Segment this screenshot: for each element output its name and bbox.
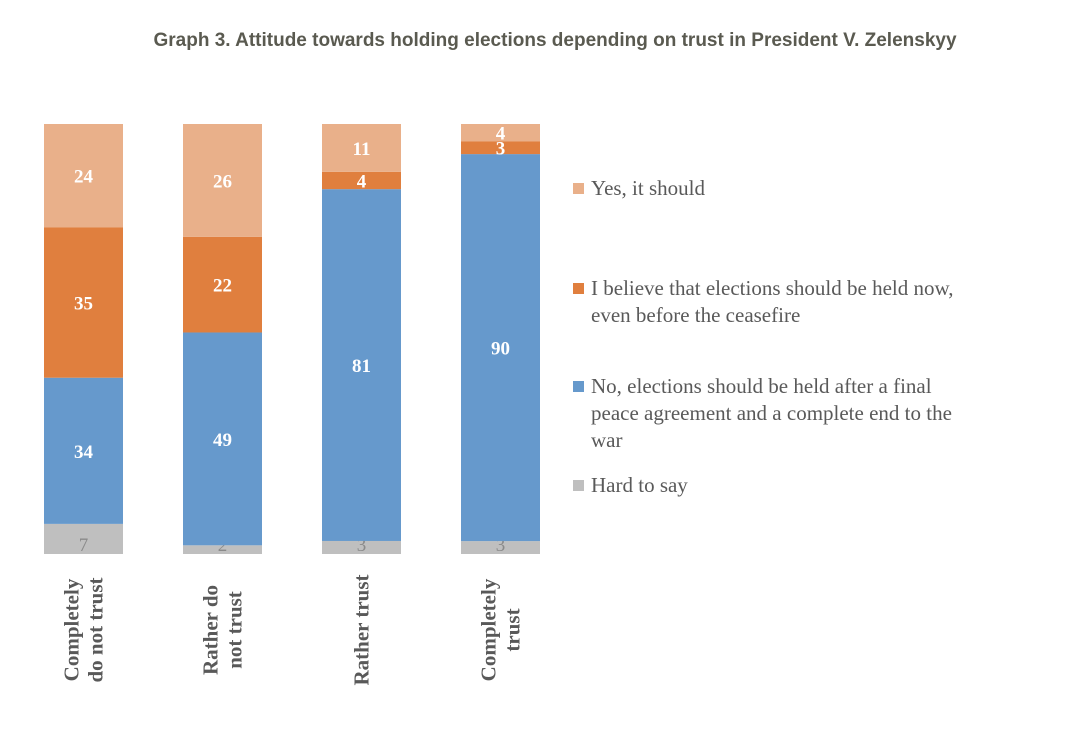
data-label-now-before-ceasefire: 3 — [496, 139, 506, 160]
data-label-now-before-ceasefire: 4 — [357, 171, 367, 192]
bar-segment-after-peace — [44, 377, 123, 524]
legend-label-hard: Hard to say — [591, 473, 688, 497]
legend-swatch-now — [573, 283, 584, 294]
bar-segment-now-before-ceasefire — [461, 141, 540, 155]
category-label-line: Completely — [477, 578, 501, 681]
legend-item-now: I believe that elections should be held … — [573, 275, 1061, 329]
legend-label-yes: Yes, it should — [591, 176, 705, 200]
legend-label-now-line2: even before the ceasefire — [591, 303, 801, 327]
legend-swatch-no — [573, 381, 584, 392]
legend-item-hard: Hard to say — [573, 472, 1061, 499]
data-label-after-peace: 34 — [74, 442, 94, 463]
legend-label-no-line3: war — [591, 428, 623, 452]
bar-segment-now-before-ceasefire — [44, 227, 123, 378]
bar-group-2: 3 81 4 11 — [322, 124, 401, 556]
legend-swatch-yes — [573, 183, 584, 194]
data-label-yes: 26 — [213, 171, 232, 192]
data-label-hard-to-say: 2 — [218, 535, 228, 556]
data-label-now-before-ceasefire: 22 — [213, 276, 232, 297]
bar-group-0: 7 34 35 24 — [44, 124, 123, 556]
category-label-line: Completely — [60, 578, 84, 681]
bar-segment-now-before-ceasefire — [322, 171, 401, 190]
bar-segment-hard-to-say — [322, 540, 401, 554]
chart-title: Graph 3. Attitude towards holding electi… — [153, 30, 957, 51]
category-label: Completelytrust — [477, 578, 525, 681]
legend-swatch-hard — [573, 480, 584, 491]
bar-segment-after-peace — [461, 154, 540, 542]
category-label-line: do not trust — [84, 577, 108, 682]
category-label: Rather trust — [350, 574, 374, 685]
legend-item-no: No, elections should be held after a fin… — [573, 373, 1061, 454]
bar-segment-yes — [461, 124, 540, 142]
data-label-yes: 11 — [353, 139, 371, 160]
bar-segment-now-before-ceasefire — [183, 236, 262, 333]
data-label-now-before-ceasefire: 35 — [74, 293, 93, 314]
data-label-after-peace: 49 — [213, 430, 232, 451]
bar-segment-yes — [183, 124, 262, 237]
bar-segment-after-peace — [183, 332, 262, 546]
legend-label-no-line1: No, elections should be held after a fin… — [591, 374, 932, 398]
category-label-line: Rather do — [199, 585, 223, 675]
data-label-yes: 4 — [496, 124, 506, 145]
legend-label-now-line1: I believe that elections should be held … — [591, 276, 954, 300]
category-label-line: Rather trust — [350, 574, 374, 685]
legend-item-yes: Yes, it should — [573, 175, 1061, 202]
category-label-line: trust — [501, 608, 525, 651]
bar-segment-hard-to-say — [44, 523, 123, 554]
bar-group-1: 2 49 22 26 — [183, 124, 262, 556]
data-label-after-peace: 81 — [352, 356, 371, 377]
legend-label-no-line2: peace agreement and a complete end to th… — [591, 401, 952, 425]
bar-segment-yes — [44, 124, 123, 228]
data-label-hard-to-say: 3 — [496, 535, 506, 556]
data-label-hard-to-say: 3 — [357, 535, 367, 556]
bar-segment-after-peace — [322, 189, 401, 541]
data-label-after-peace: 90 — [491, 339, 510, 360]
category-label-line: not trust — [223, 591, 247, 669]
category-label: Completelydo not trust — [60, 577, 108, 682]
bar-segment-yes — [322, 124, 401, 172]
data-label-hard-to-say: 7 — [79, 535, 89, 556]
category-label: Rather donot trust — [199, 585, 247, 675]
bar-segment-hard-to-say — [461, 541, 540, 554]
bar-segment-hard-to-say — [183, 545, 262, 554]
data-label-yes: 24 — [74, 167, 94, 188]
